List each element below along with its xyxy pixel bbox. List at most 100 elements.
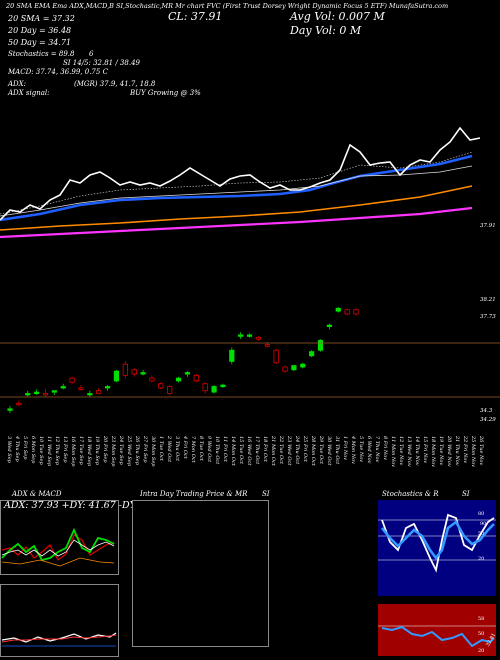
x-date-label: 13 Fri Sep: [62, 436, 68, 463]
x-date-label: 8 Fri Nov: [382, 436, 388, 460]
candle-body: [264, 344, 270, 347]
adx-panel-title: ADX & MACD: [12, 490, 62, 498]
candle-body: [353, 309, 359, 315]
stoch-si-label: SI: [462, 490, 470, 498]
candle-body: [175, 377, 182, 382]
adx-signal-label: ADX signal:: [8, 89, 50, 97]
stoch-d-line: [380, 520, 495, 561]
x-date-label: 22 Tue Oct: [278, 435, 284, 465]
si-lines: [378, 625, 496, 648]
candle-body: [317, 340, 324, 351]
x-date-label: 30 Mon Sep: [150, 436, 156, 467]
x-date-label: 4 Thu Sep: [14, 435, 20, 463]
dotted-ma-line: [0, 151, 473, 215]
stoch-background: [378, 500, 496, 596]
candle-body: [69, 377, 75, 383]
intraday-panel-frame: [132, 500, 269, 647]
close-price-label: CL: 37.91: [168, 10, 223, 23]
stoch-level-50: 50: [478, 531, 485, 537]
price-level-34-3: 34.3: [480, 408, 493, 414]
candle-body: [87, 393, 93, 396]
x-date-label: 1 Fri Nov: [342, 436, 348, 460]
x-date-label: 14 Thu Nov: [414, 436, 420, 466]
x-date-label: 7 Mon Oct: [190, 436, 196, 464]
candle-body: [202, 383, 208, 392]
x-date-label: 26 Thu Sep: [134, 435, 140, 466]
candle-body: [158, 383, 164, 389]
adx-orange-line: [1, 557, 115, 567]
x-date-label: 6 Wed Nov: [366, 436, 372, 464]
x-date-label: 24 Tue Sep: [118, 435, 124, 465]
x-date-label: 7 Thu Nov: [374, 436, 380, 463]
stochastics-label: Stochastics = 89.8: [8, 50, 75, 58]
macd-signal-line: [1, 634, 117, 643]
x-date-label: 25 Fri Oct: [302, 435, 308, 463]
adx-line: [1, 539, 115, 557]
stoch-current-value: 90: [480, 521, 487, 527]
candle-body: [184, 372, 191, 375]
x-date-label: 27 Fri Sep: [142, 435, 148, 463]
stoch-level-20: 20: [478, 556, 485, 562]
candle-body: [211, 386, 217, 393]
x-date-label: 17 Tue Sep: [78, 436, 84, 465]
candle-body: [122, 363, 128, 376]
candle-body: [246, 334, 253, 337]
x-date-label: 12 Tue Nov: [398, 436, 404, 465]
x-date-label: 28 Mon Oct: [310, 435, 316, 467]
candle-body: [42, 393, 49, 396]
x-date-label: 18 Fri Oct: [262, 436, 268, 463]
x-date-label: 15 Tue Oct: [238, 436, 244, 465]
price-level-37-73: 37.73: [480, 314, 496, 320]
x-date-label: 16 Wed Oct: [246, 436, 252, 466]
day-volume-label: Day Vol: 0 M: [290, 24, 362, 37]
candle-body: [34, 391, 40, 394]
x-date-label: 6 Mon Sep: [30, 436, 36, 464]
candle-body: [326, 324, 332, 328]
candle-body: [273, 349, 279, 364]
x-date-label: 3 Thu Oct: [174, 436, 180, 462]
moving-average-lines: [0, 126, 481, 239]
candle-body: [291, 365, 297, 371]
candle-body: [60, 386, 66, 389]
candle-body: [96, 390, 102, 394]
candle-body: [282, 366, 288, 372]
avg-volume-label: Avg Vol: 0.007 M: [290, 10, 385, 23]
x-date-label: 5 Fri Sep: [22, 436, 28, 460]
x-date-label: 14 Mon Oct: [230, 436, 236, 467]
candle-body: [149, 377, 155, 382]
si-background: [378, 604, 496, 656]
candle-body: [25, 393, 31, 396]
adx-label: ADX:: [8, 80, 27, 88]
macd-line: [1, 632, 117, 643]
candle-body: [104, 386, 111, 389]
candle-body: [220, 384, 226, 388]
x-date-label: 11 Fri Oct: [222, 436, 228, 463]
x-date-label: 9 Wed Oct: [206, 436, 212, 463]
sma20-line: [0, 154, 473, 222]
si-level-20: 20: [478, 648, 485, 654]
x-date-label: 22 Fri Nov: [462, 435, 468, 463]
x-date-label: 11 Wed Sep: [46, 436, 52, 467]
candle-body: [51, 390, 57, 393]
x-date-label: 30 Wed Oct: [326, 436, 332, 466]
x-date-label: 19 Thu Sep: [94, 436, 100, 466]
stochastics-extra: 6: [89, 50, 94, 58]
price-line: [0, 126, 481, 221]
candle-body: [309, 351, 315, 357]
macd-lines: [1, 632, 117, 647]
si-level-58: 58: [478, 616, 485, 622]
candle-body: [140, 372, 146, 375]
stoch-level-80: 80: [478, 511, 485, 517]
sma50-day-label: 50 Day = 34.71: [8, 38, 72, 47]
x-axis-date-labels: 3 Wed Sep 4 Thu Sep 5 Fri Sep 6 Mon Sep 10 T…: [6, 435, 484, 467]
ema-line: [0, 185, 473, 231]
x-date-label: 23 Mon Sep: [110, 435, 116, 467]
x-date-label: 3 Wed Sep: [6, 436, 12, 464]
x-date-label: 10 Thu Oct: [214, 436, 220, 465]
x-date-label: 23 Wed Oct: [286, 435, 292, 466]
intraday-panel-title: Intra Day Trading Price & MR: [140, 490, 248, 498]
si-line: [381, 625, 495, 648]
stoch-panel-title: Stochastics & R: [382, 490, 439, 498]
x-date-label: 13 Wed Nov: [406, 436, 412, 467]
adx-readout: ADX: 37.93 +DY: 41.67 -DY: 18.75: [4, 500, 169, 511]
